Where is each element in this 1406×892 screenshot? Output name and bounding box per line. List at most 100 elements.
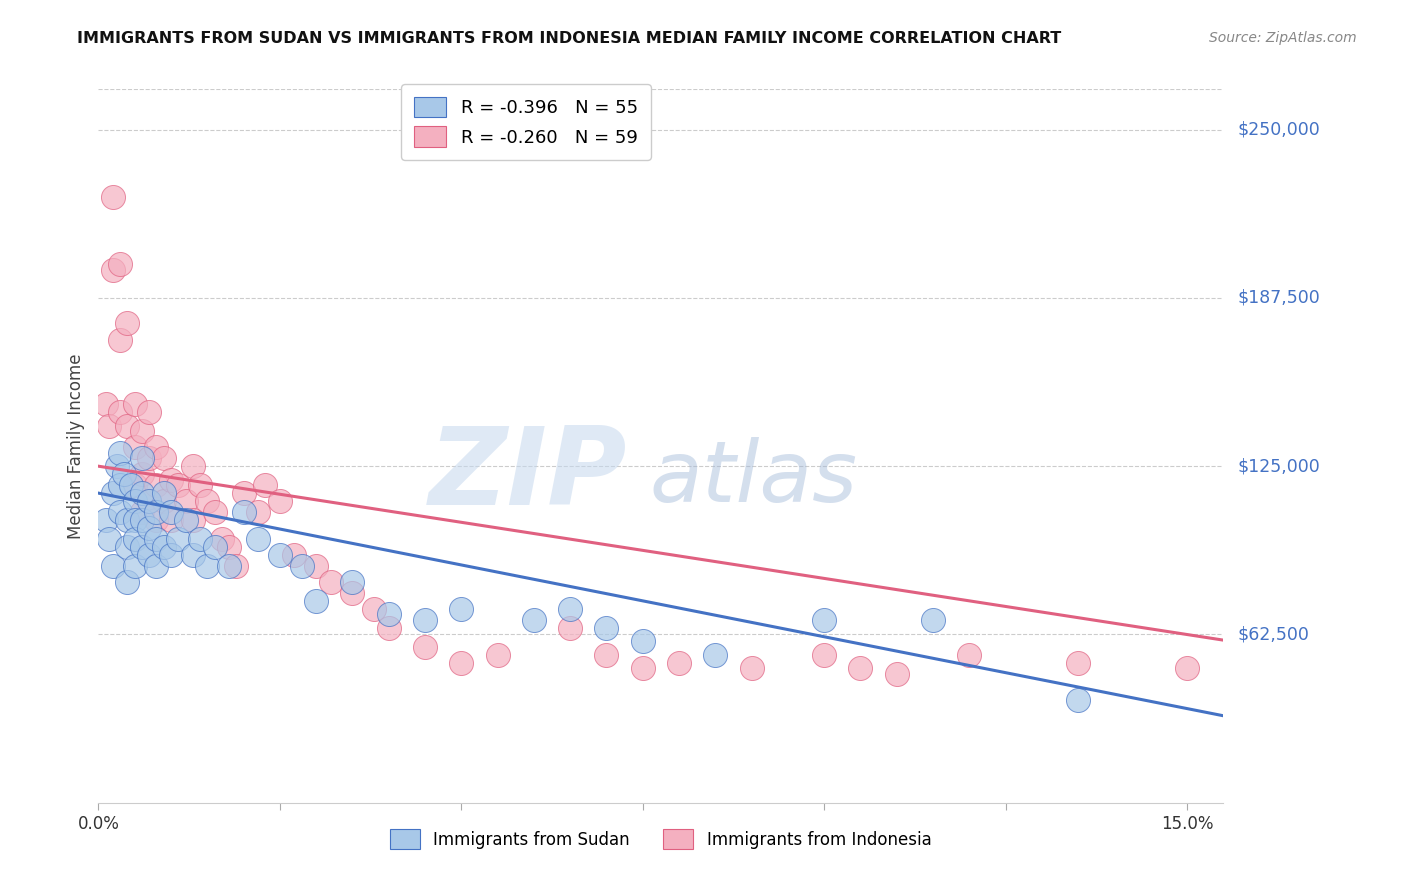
Point [108, 478, 131, 492]
Legend: Immigrants from Sudan, Immigrants from Indonesia: Immigrants from Sudan, Immigrants from I… [380, 820, 942, 859]
Point [108, 446, 131, 460]
Point [595, 648, 617, 662]
Point [631, 634, 654, 648]
Point [108, 505, 131, 519]
Point [195, 494, 218, 508]
Point [124, 513, 146, 527]
Point [741, 661, 763, 675]
Point [108, 257, 131, 271]
Point [120, 478, 142, 492]
Point [558, 602, 581, 616]
Point [145, 513, 167, 527]
Point [152, 540, 174, 554]
Point [704, 648, 727, 662]
Point [957, 648, 980, 662]
Point [117, 574, 139, 589]
Point [108, 333, 131, 347]
Y-axis label: Median Family Income: Median Family Income [66, 353, 84, 539]
Point [181, 548, 204, 562]
Point [211, 532, 233, 546]
Point [486, 648, 509, 662]
Point [254, 478, 277, 492]
Text: atlas: atlas [650, 436, 858, 520]
Point [342, 574, 364, 589]
Point [668, 656, 690, 670]
Point [98, 532, 121, 546]
Point [174, 494, 197, 508]
Point [138, 548, 160, 562]
Point [145, 441, 167, 455]
Point [124, 494, 146, 508]
Point [413, 640, 436, 654]
Text: $125,000: $125,000 [1237, 458, 1320, 475]
Point [131, 424, 153, 438]
Point [152, 486, 174, 500]
Point [188, 478, 211, 492]
Point [131, 505, 153, 519]
Point [101, 486, 124, 500]
Point [232, 505, 254, 519]
Point [305, 594, 328, 608]
Point [167, 478, 190, 492]
Point [117, 513, 139, 527]
Point [413, 613, 436, 627]
Text: Source: ZipAtlas.com: Source: ZipAtlas.com [1209, 31, 1357, 45]
Text: $250,000: $250,000 [1237, 120, 1320, 138]
Point [174, 513, 197, 527]
Point [152, 451, 174, 466]
Point [160, 505, 183, 519]
Point [595, 621, 617, 635]
Point [131, 513, 153, 527]
Point [225, 558, 247, 573]
Point [131, 467, 153, 482]
Point [108, 405, 131, 419]
Point [145, 505, 167, 519]
Point [131, 451, 153, 466]
Point [886, 666, 908, 681]
Point [101, 190, 124, 204]
Point [160, 513, 183, 527]
Point [813, 648, 835, 662]
Point [218, 558, 240, 573]
Point [138, 451, 160, 466]
Point [363, 602, 385, 616]
Point [160, 548, 183, 562]
Point [319, 574, 342, 589]
Point [631, 661, 654, 675]
Text: $62,500: $62,500 [1237, 625, 1309, 643]
Point [167, 532, 190, 546]
Point [117, 540, 139, 554]
Point [138, 494, 160, 508]
Point [181, 513, 204, 527]
Point [94, 397, 117, 411]
Point [152, 494, 174, 508]
Point [124, 441, 146, 455]
Point [1175, 661, 1198, 675]
Point [117, 317, 139, 331]
Point [160, 473, 183, 487]
Point [138, 494, 160, 508]
Point [138, 521, 160, 535]
Point [98, 418, 121, 433]
Point [218, 540, 240, 554]
Point [377, 621, 399, 635]
Point [138, 405, 160, 419]
Point [124, 478, 146, 492]
Point [204, 505, 226, 519]
Point [94, 513, 117, 527]
Point [269, 548, 291, 562]
Point [181, 459, 204, 474]
Point [124, 397, 146, 411]
Point [558, 621, 581, 635]
Point [849, 661, 872, 675]
Point [131, 486, 153, 500]
Point [247, 532, 270, 546]
Point [1067, 656, 1090, 670]
Point [813, 613, 835, 627]
Point [117, 418, 139, 433]
Point [101, 262, 124, 277]
Point [377, 607, 399, 622]
Point [342, 586, 364, 600]
Point [283, 548, 305, 562]
Point [450, 656, 472, 670]
